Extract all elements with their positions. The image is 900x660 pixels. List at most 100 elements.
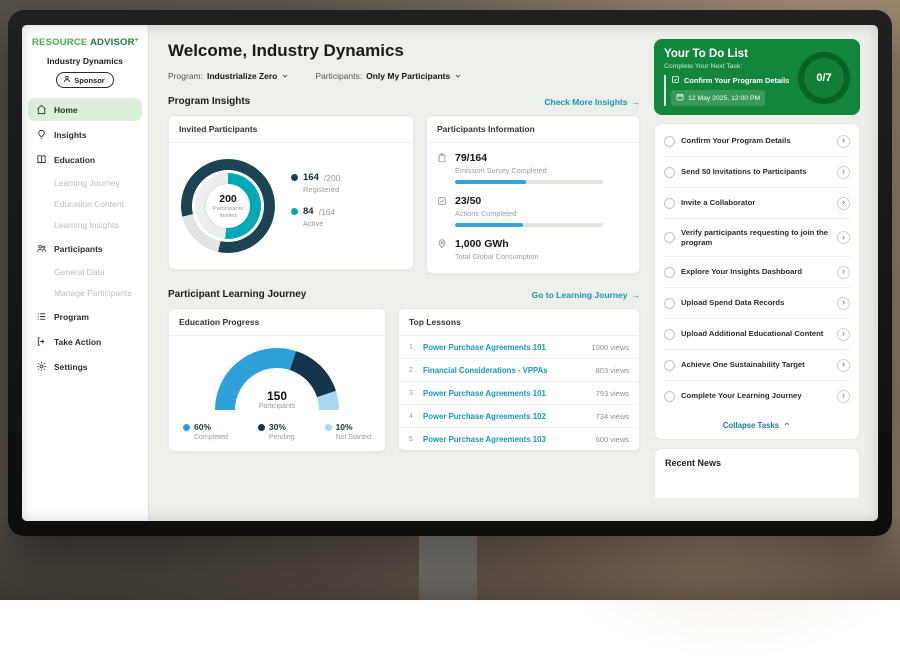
lesson-row[interactable]: 4 Power Purchase Agreements 102 734 view… [399,405,639,428]
logo-advisor: ADVISOR [90,37,135,48]
task-row[interactable]: Send 50 Invitations to Participants › [664,157,850,188]
chevron-right-icon[interactable]: › [837,231,850,244]
todo-header-card: Your To Do List Complete Your Next Task:… [654,39,860,115]
sidebar-item-learning-journey[interactable]: Learning Journey [28,173,142,193]
chevron-right-icon[interactable]: › [837,328,850,341]
collapse-label: Collapse Tasks [723,421,779,430]
task-checkbox[interactable] [664,360,675,371]
program-filter-value: Industrialize Zero [207,71,277,81]
chevron-down-icon [281,72,289,80]
task-checkbox[interactable] [664,298,675,309]
task-list-card: Confirm Your Program Details › Send 50 I… [654,123,860,440]
sidebar-nav: Home Insights Education Learning Journey… [22,98,148,378]
checkbox-icon[interactable] [671,75,680,86]
task-row[interactable]: Explore Your Insights Dashboard › [664,257,850,288]
link-label: Go to Learning Journey [532,290,628,300]
legend-value: 60% [194,422,211,432]
participants-filter-label: Participants: [315,71,362,81]
stat-actions-completed: 23/50 Actions Completed [427,186,639,229]
lesson-row[interactable]: 5 Power Purchase Agreements 103 600 view… [399,428,639,450]
app-logo: RESOURCE ADVISOR+ [22,37,148,48]
sidebar-item-take-action[interactable]: Take Action [28,330,142,353]
task-row[interactable]: Achieve One Sustainability Target › [664,350,850,381]
logo-plus: + [135,37,139,44]
check-more-insights-link[interactable]: Check More Insights → [544,97,640,107]
logo-resource: RESOURCE [32,37,87,48]
task-checkbox[interactable] [664,136,675,147]
arrow-right-icon: → [632,290,641,300]
legend-dot-active [291,208,298,215]
sidebar-item-learning-insights[interactable]: Learning Insights [28,215,142,235]
chevron-right-icon[interactable]: › [837,197,850,210]
education-progress-card: Education Progress 150 Participants 60% … [168,308,386,452]
chevron-right-icon[interactable]: › [837,390,850,403]
task-row[interactable]: Upload Spend Data Records › [664,288,850,319]
chevron-right-icon[interactable]: › [837,166,850,179]
legend-dot-pending [258,424,265,431]
sponsor-badge[interactable]: Sponsor [56,72,113,88]
lesson-rank: 2 [409,367,418,374]
legend-total: /164 [319,207,336,217]
task-row[interactable]: Confirm Your Program Details › [664,126,850,157]
lightbulb-icon [36,129,47,140]
task-row[interactable]: Complete Your Learning Journey › [664,381,850,411]
sidebar-item-settings[interactable]: Settings [28,355,142,378]
chevron-right-icon[interactable]: › [837,135,850,148]
donut-center-label: Participants Invited [208,206,248,220]
gauge-legend: 60% Completed 30% Pending 10% Not Starte… [169,410,385,451]
legend-pending: 30% Pending [258,422,295,441]
sidebar-item-home[interactable]: Home [28,98,142,121]
lesson-title-link[interactable]: Power Purchase Agreements 102 [423,412,596,421]
lesson-title-link[interactable]: Power Purchase Agreements 101 [423,343,591,352]
donut-center: 200 Participants Invited [206,184,250,228]
sidebar-item-label: Participants [54,244,103,254]
sidebar-item-participants[interactable]: Participants [28,237,142,260]
task-label: Confirm Your Program Details [681,136,831,146]
go-to-learning-journey-link[interactable]: Go to Learning Journey → [532,290,640,300]
sidebar-item-manage-participants[interactable]: Manage Participants [28,283,142,303]
task-checkbox[interactable] [664,329,675,340]
list-icon [36,311,47,322]
task-checkbox[interactable] [664,167,675,178]
task-row[interactable]: Verify participants requesting to join t… [664,219,850,257]
sidebar-item-insights[interactable]: Insights [28,123,142,146]
task-row[interactable]: Upload Additional Educational Content › [664,319,850,350]
sidebar-item-program[interactable]: Program [28,305,142,328]
progress-bar-fill [455,180,526,184]
gauge-center-value: 150 [215,389,339,403]
legend-dot-registered [291,174,298,181]
task-row[interactable]: Invite a Collaborator › [664,188,850,219]
lesson-title-link[interactable]: Power Purchase Agreements 101 [423,389,596,398]
program-filter[interactable]: Program: Industrialize Zero [168,71,289,81]
lesson-row[interactable]: 2 Financial Considerations - VPPAs 803 v… [399,359,639,382]
arrow-right-icon: → [632,97,641,107]
legend-value: 10% [336,422,353,432]
lesson-views: 803 views [596,366,629,375]
lesson-views: 793 views [596,389,629,398]
todo-subtitle: Complete Your Next Task: [664,63,790,70]
invited-participants-card: Invited Participants 200 Participants In… [168,115,414,270]
monitor-stand [419,534,477,600]
lesson-row[interactable]: 3 Power Purchase Agreements 101 793 view… [399,382,639,405]
sidebar-item-education-content[interactable]: Education Content [28,194,142,214]
participants-information-card: Participants Information 79/164 Emission… [426,115,640,274]
collapse-tasks-link[interactable]: Collapse Tasks [664,411,850,437]
participants-filter[interactable]: Participants: Only My Participants [315,71,462,81]
chevron-right-icon[interactable]: › [837,297,850,310]
lesson-row[interactable]: 1 Power Purchase Agreements 101 1000 vie… [399,336,639,359]
task-checkbox[interactable] [664,198,675,209]
task-label: Upload Spend Data Records [681,298,831,308]
lesson-views: 734 views [596,412,629,421]
chevron-right-icon[interactable]: › [837,266,850,279]
task-checkbox[interactable] [664,267,675,278]
lesson-title-link[interactable]: Financial Considerations - VPPAs [423,366,596,375]
sidebar-item-label: Insights [54,130,87,140]
task-checkbox[interactable] [664,232,675,243]
sidebar-item-general-data[interactable]: General Data [28,262,142,282]
chevron-right-icon[interactable]: › [837,359,850,372]
next-task[interactable]: Confirm Your Program Details [671,75,790,86]
lesson-title-link[interactable]: Power Purchase Agreements 103 [423,435,596,444]
sidebar-item-education[interactable]: Education [28,148,142,171]
task-checkbox[interactable] [664,391,675,402]
filter-bar: Program: Industrialize Zero Participants… [168,71,640,81]
